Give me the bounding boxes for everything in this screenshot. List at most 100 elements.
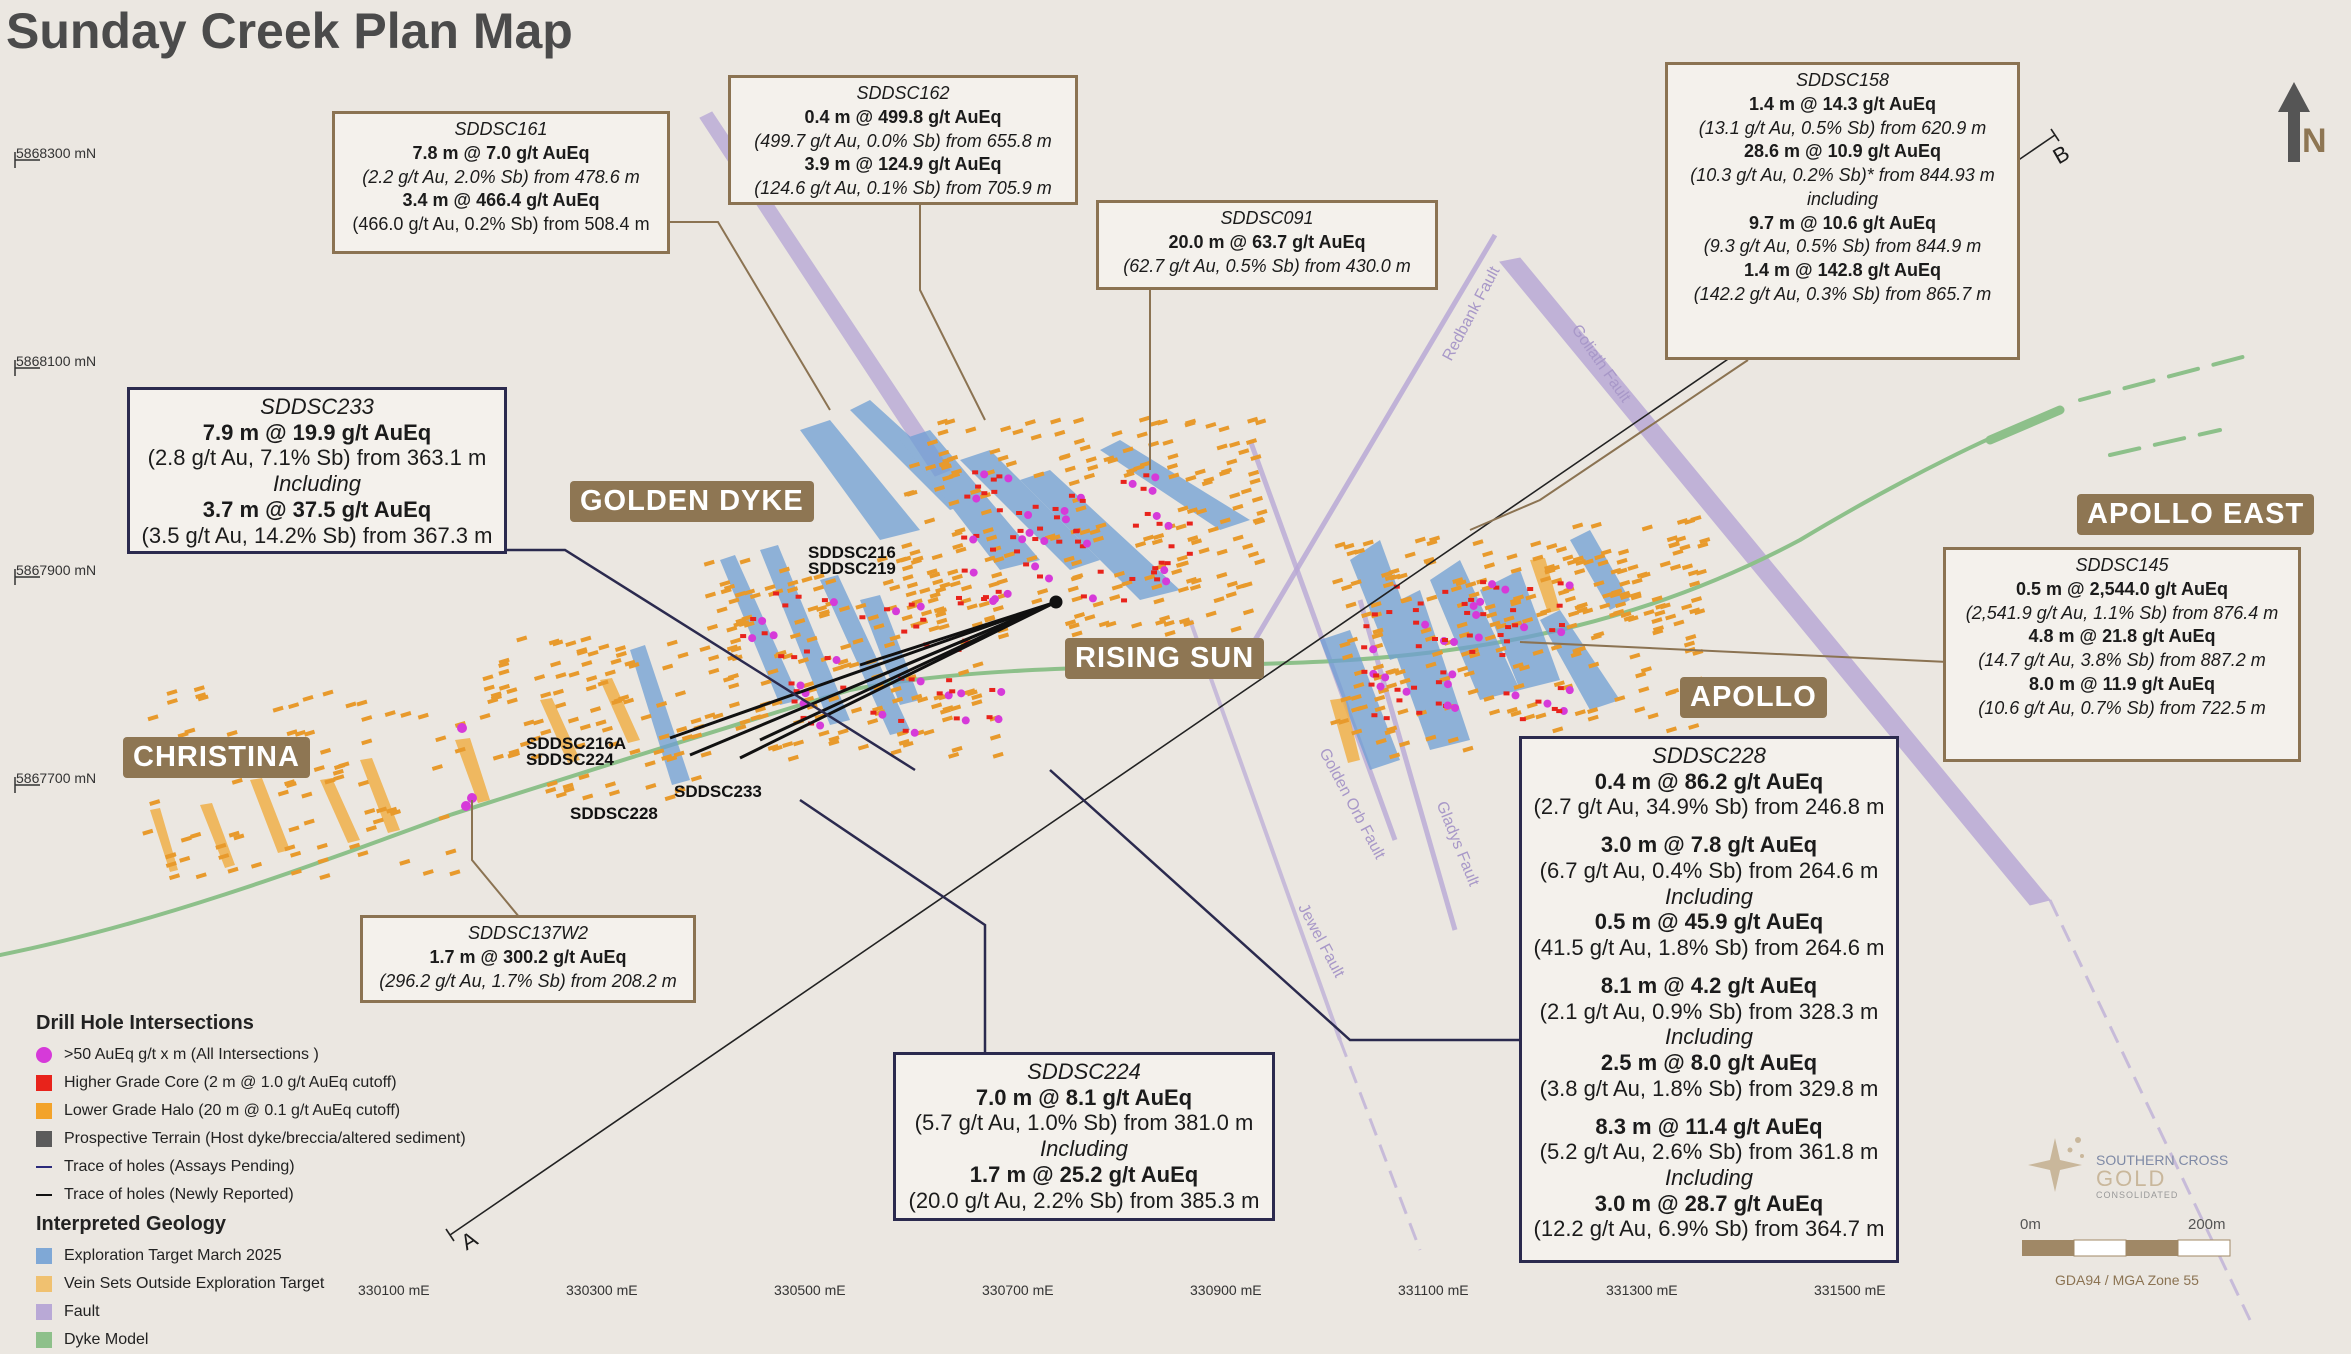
vein-tick	[937, 418, 949, 426]
northing-label: 5867900 mN	[16, 562, 97, 578]
high-grade-core-mark	[908, 677, 915, 682]
vein-tick	[1681, 563, 1693, 571]
vein-tick	[716, 606, 728, 614]
vein-tick	[272, 705, 284, 713]
vein-tick	[555, 791, 567, 799]
vein-tick	[1463, 670, 1475, 678]
vein-tick	[1465, 581, 1477, 588]
vein-tick	[1247, 416, 1259, 424]
target-rising-sun-6	[1100, 440, 1250, 530]
high-grade-core-mark	[761, 631, 768, 636]
high-grade-core-mark	[1151, 570, 1158, 575]
high-value-intersection-dot	[1476, 597, 1485, 606]
high-grade-core-mark	[782, 603, 789, 608]
vein-tick	[372, 817, 384, 825]
vein-tick	[940, 463, 952, 471]
vein-tick	[1230, 625, 1242, 633]
high-value-intersection-dot	[1148, 486, 1157, 495]
vein-tick	[951, 573, 963, 581]
high-grade-core-mark	[859, 615, 866, 620]
vein-tick	[935, 607, 948, 615]
intercept-headline: 0.5 m @ 45.9 g/t AuEq	[1594, 909, 1824, 935]
high-grade-core-mark	[1373, 673, 1380, 678]
vein-tick	[1247, 550, 1260, 558]
high-grade-core-mark	[884, 607, 891, 612]
legend-label: Trace of holes (Newly Reported)	[64, 1186, 294, 1203]
vein-tick	[1238, 448, 1250, 456]
leader-sddsc137w2	[471, 800, 521, 919]
vein-tick	[1339, 641, 1351, 648]
vein-tick	[996, 578, 1008, 585]
vein-tick	[1518, 664, 1531, 672]
vein-tick	[1098, 620, 1110, 628]
vein-tick	[1111, 583, 1123, 591]
vein-tick	[1155, 618, 1167, 626]
callout-sddsc145: SDDSC145 0.5 m @ 2,544.0 g/t AuEq (2,541.9…	[1943, 547, 2301, 762]
legend-label: >50 AuEq g/t x m (All Intersections )	[64, 1046, 319, 1063]
vein-tick	[1535, 712, 1547, 720]
legend-item: Trace of holes (Newly Reported)	[36, 1181, 466, 1209]
intercept-detail: (296.2 g/t Au, 1.7% Sb) from 208.2 m	[379, 970, 677, 991]
vein-tick	[909, 549, 921, 556]
vein-tick	[1567, 610, 1580, 618]
vein-tick	[723, 583, 736, 591]
vein-tick	[1012, 428, 1024, 436]
high-value-intersection-dot	[1421, 620, 1430, 629]
legend: Drill Hole Intersections >50 AuEq g/t x …	[36, 1010, 466, 1354]
vein-tick	[345, 701, 357, 709]
vein-tick	[1248, 469, 1260, 477]
vein-tick	[285, 781, 297, 789]
high-grade-core-mark	[1503, 639, 1510, 644]
high-grade-core-mark	[1186, 521, 1193, 526]
high-grade-core-mark	[1549, 628, 1556, 633]
high-grade-core-mark	[975, 484, 982, 489]
intercept-detail: (3.5 g/t Au, 14.2% Sb) from 367.3 m	[141, 522, 493, 548]
vein-tick	[1205, 610, 1217, 618]
vein-tick	[333, 774, 345, 782]
intercept-headline: 3.0 m @ 7.8 g/t AuEq	[1600, 832, 1818, 858]
legend-swatch	[36, 1332, 52, 1348]
vein-tick	[1113, 570, 1125, 578]
high-value-intersection-dot	[1501, 585, 1510, 594]
target-apollo-3	[1430, 560, 1520, 700]
high-grade-core-mark	[1417, 601, 1424, 606]
vein-tick	[948, 499, 960, 507]
vein-tick	[1229, 440, 1241, 448]
vein-tick	[142, 828, 154, 836]
vein-tick	[519, 740, 532, 748]
vein-tick	[1652, 628, 1664, 636]
intercept-detail: (499.7 g/t Au, 0.0% Sb) from 655.8 m	[754, 130, 1052, 151]
vein-tick	[1203, 476, 1215, 484]
intercept-detail: (2.8 g/t Au, 7.1% Sb) from 363.1 m	[147, 445, 487, 471]
legend-label: Prospective Terrain (Host dyke/breccia/a…	[64, 1130, 466, 1147]
legend-item: Dyke Model	[36, 1326, 466, 1354]
intercept-headline: 3.4 m @ 466.4 g/t AuEq	[402, 190, 600, 211]
vein-tick	[1382, 581, 1395, 589]
callout-hole-id: SDDSC158	[1795, 70, 1890, 90]
vein-tick	[1695, 568, 1707, 576]
high-value-intersection-dot	[1376, 682, 1385, 691]
vein-tick	[389, 809, 402, 816]
high-grade-core-mark	[1154, 577, 1161, 582]
vein-tick	[1189, 583, 1202, 591]
vein-tick	[935, 610, 947, 618]
vein-tick	[324, 777, 336, 785]
vein-tick	[674, 786, 686, 794]
vein-tick	[1597, 559, 1609, 567]
scale-end: 200m	[2188, 1216, 2226, 1233]
vein-tick	[1350, 705, 1363, 713]
high-value-intersection-dot	[1557, 628, 1566, 637]
vein-tick	[925, 463, 937, 471]
vein-tick	[739, 557, 751, 565]
intercept-headline: 0.4 m @ 86.2 g/t AuEq	[1594, 768, 1824, 794]
vein-tick	[743, 588, 756, 596]
vein-tick	[1681, 603, 1693, 611]
high-grade-core-mark	[946, 678, 953, 683]
vein-tick	[1546, 542, 1558, 550]
high-grade-core-mark	[1368, 682, 1375, 687]
callout-sddsc091: SDDSC091 20.0 m @ 63.7 g/t AuEq (62.7 g/t …	[1096, 200, 1438, 290]
vein-tick	[445, 848, 457, 856]
vein-tick	[1425, 734, 1437, 742]
high-grade-core-mark	[1431, 636, 1438, 641]
vein-tick	[316, 842, 328, 850]
